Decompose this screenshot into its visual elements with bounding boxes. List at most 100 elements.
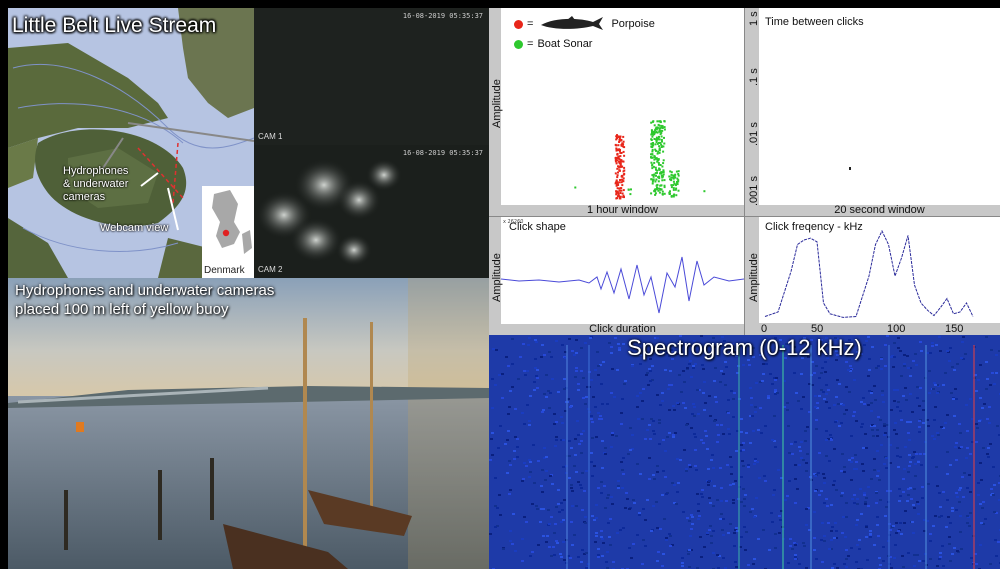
- spectrogram-noise: [590, 461, 593, 463]
- spectrogram-noise: [989, 563, 992, 565]
- spectrogram-noise: [821, 522, 824, 524]
- spectrogram-noise: [992, 466, 995, 468]
- spectrogram-noise: [536, 508, 539, 510]
- spectrogram-noise: [955, 492, 958, 494]
- sonar-click-point: [658, 138, 661, 141]
- spectrogram-noise: [617, 485, 620, 487]
- spectrogram-noise: [705, 435, 708, 437]
- spectrogram-noise: [687, 553, 690, 555]
- spectrogram-noise: [833, 480, 836, 482]
- spectrogram-noise: [612, 561, 615, 563]
- spectrogram-noise: [662, 470, 665, 472]
- spectrogram-noise: [884, 515, 887, 517]
- porpoise-click-point: [616, 134, 618, 137]
- spectrogram-noise: [918, 405, 921, 407]
- spectrogram-noise: [509, 489, 512, 491]
- sonar-click-point: [650, 145, 653, 148]
- spectrogram-noise: [585, 567, 588, 569]
- spectrogram-noise: [626, 498, 629, 500]
- webcam-caption-line-2: placed 100 m left of yellow buoy: [15, 301, 229, 318]
- spectrogram-noise: [903, 365, 906, 367]
- spectrogram-noise: [516, 446, 519, 448]
- time-between-clicks-plot: [849, 167, 851, 170]
- spectrogram-noise: [800, 373, 803, 375]
- spectrogram-noise: [845, 558, 848, 560]
- spectrogram-noise: [845, 549, 848, 551]
- camera-1-feed[interactable]: 16-08-2019 05:35:37 CAM 1: [254, 8, 489, 145]
- amplitude-hour-plot: [574, 120, 706, 200]
- spectrogram-noise: [649, 370, 652, 372]
- x-tick-0: 0: [761, 323, 768, 335]
- camera-2-feed[interactable]: 16-08-2019 05:35:37 CAM 2: [254, 145, 489, 278]
- spectrogram-noise: [890, 409, 893, 411]
- porpoise-click-point: [617, 148, 620, 151]
- spectrogram-noise: [842, 516, 845, 518]
- spectrogram-noise: [936, 432, 939, 434]
- spectrogram-noise: [584, 342, 587, 344]
- sonar-click-point: [658, 163, 660, 166]
- spectrogram-noise: [555, 439, 558, 441]
- sonar-click-point: [673, 182, 676, 185]
- porpoise-click-point: [619, 192, 622, 194]
- sonar-click-point: [662, 145, 665, 148]
- spectrogram-noise: [773, 489, 776, 491]
- spectrogram-noise: [573, 465, 576, 467]
- spectrogram-noise: [783, 380, 786, 382]
- spectrogram-noise: [545, 396, 548, 398]
- spectrogram-noise: [732, 483, 735, 485]
- sonar-click-point: [670, 184, 673, 187]
- click-shape-xlabel: Click duration: [501, 324, 744, 335]
- spectrogram-noise: [511, 543, 514, 545]
- spectrogram-noise: [491, 378, 494, 380]
- spectrogram-noise: [627, 453, 630, 455]
- spectrogram-noise: [907, 552, 910, 554]
- sonar-click-point: [657, 123, 660, 126]
- spectrogram-noise: [580, 452, 583, 454]
- spectrogram-noise: [597, 374, 600, 376]
- spectrogram-noise: [855, 461, 858, 463]
- spectrogram-noise: [986, 453, 989, 455]
- spectrogram-noise: [669, 370, 672, 372]
- spectrogram-noise: [708, 529, 711, 531]
- spectrogram-noise: [815, 558, 818, 560]
- spectrogram-noise: [568, 338, 571, 340]
- spectrogram-noise: [813, 511, 816, 513]
- spectrogram-noise: [594, 406, 597, 408]
- spectrogram-noise: [669, 545, 672, 547]
- spectrogram-noise: [659, 404, 662, 406]
- spectrogram-noise: [594, 541, 597, 543]
- spectrogram-noise: [820, 490, 823, 492]
- spectrogram-noise: [903, 522, 906, 524]
- spectrogram-noise: [780, 510, 783, 512]
- spectrogram-noise: [712, 337, 715, 339]
- spectrogram-noise: [692, 367, 695, 369]
- spectrogram-noise: [987, 447, 990, 449]
- sonar-click-point: [658, 145, 661, 148]
- sonar-click-point: [663, 120, 666, 123]
- spectrogram-noise: [934, 384, 937, 386]
- spectrogram-noise: [568, 477, 571, 479]
- sonar-click-point: [651, 135, 654, 138]
- spectrogram-noise: [805, 470, 808, 472]
- sonar-click-point: [650, 133, 653, 136]
- spectrogram-noise: [918, 560, 921, 562]
- spectrogram-noise: [794, 478, 797, 480]
- spectrogram-noise: [851, 498, 854, 500]
- spectrogram-noise: [611, 503, 614, 505]
- sonar-click-point: [654, 166, 657, 169]
- spectrogram-noise: [965, 457, 968, 459]
- sonar-click-point: [657, 180, 660, 183]
- spectrogram-noise: [918, 431, 921, 433]
- spectrogram-noise: [541, 469, 544, 471]
- spectrogram-noise: [732, 502, 735, 504]
- spectrogram-noise: [499, 514, 502, 516]
- sonar-click-point: [656, 158, 659, 161]
- spectrogram-noise: [995, 372, 998, 374]
- spectrogram-noise: [616, 532, 619, 534]
- spectrogram-noise: [618, 347, 621, 349]
- spectrogram-noise: [919, 341, 922, 343]
- webcam-feed[interactable]: Hydrophones and underwater cameras place…: [8, 278, 489, 569]
- sonar-click-point: [656, 160, 659, 163]
- spectrogram-noise: [623, 383, 626, 385]
